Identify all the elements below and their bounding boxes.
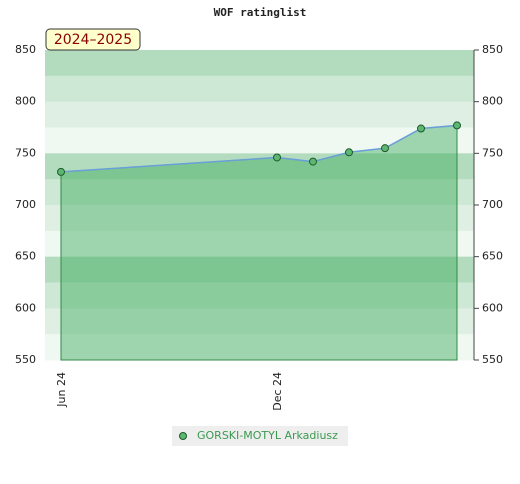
band — [45, 256, 474, 283]
band — [45, 308, 474, 335]
band — [45, 205, 474, 232]
y2-tick-label: 800 — [482, 95, 503, 108]
y-tick-label: 750 — [15, 146, 36, 159]
point — [57, 167, 65, 176]
x-tick-label: Jun 24 — [55, 372, 68, 408]
point — [345, 148, 353, 157]
y-tick-label: 850 — [15, 43, 36, 56]
band — [45, 101, 474, 128]
band — [45, 50, 474, 77]
y2-tick-label: 600 — [482, 301, 503, 314]
y-tick-label: 600 — [15, 301, 36, 314]
legend-marker — [179, 432, 187, 440]
band — [45, 179, 474, 206]
legend-label: GORSKI-MOTYL Arkadiusz — [197, 429, 338, 442]
band — [45, 75, 474, 103]
annotation: 2024–2025 — [54, 32, 132, 48]
band — [45, 127, 474, 154]
chart-title: WOF ratinglist — [214, 6, 307, 19]
point — [381, 144, 389, 153]
y2-tick-label: 550 — [482, 353, 503, 366]
point — [417, 124, 425, 133]
point — [453, 121, 461, 130]
x-tick-label: Dec 24 — [271, 372, 284, 411]
band — [45, 230, 474, 258]
band — [45, 153, 474, 180]
y-tick-label: 700 — [15, 198, 36, 211]
y-tick-label: 650 — [15, 250, 36, 263]
y2-tick-label: 750 — [482, 146, 503, 159]
y-tick-label: 550 — [15, 353, 36, 366]
legend-box — [172, 426, 348, 446]
y-tick-label: 800 — [15, 95, 36, 108]
y2-tick-label: 850 — [482, 43, 503, 56]
band — [45, 282, 474, 309]
point — [273, 153, 281, 162]
point — [309, 157, 317, 166]
background-bands — [45, 50, 474, 361]
y2-tick-label: 650 — [482, 250, 503, 263]
band — [45, 334, 474, 361]
annotation-box — [45, 28, 141, 51]
y2-tick-label: 700 — [482, 198, 503, 211]
